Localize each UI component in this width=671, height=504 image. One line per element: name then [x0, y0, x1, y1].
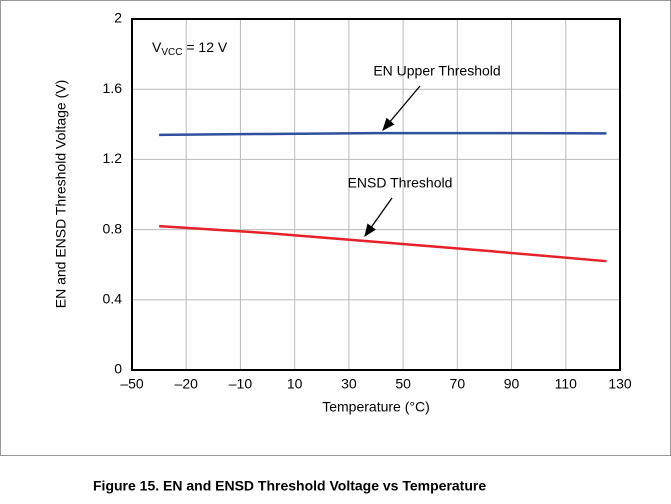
annotation: EN Upper Threshold	[373, 63, 500, 79]
y-tick-label: 1.6	[103, 80, 123, 96]
x-tick-label: 90	[504, 376, 520, 392]
y-tick-label: 0.4	[103, 291, 123, 307]
x-tick-label: 30	[341, 376, 357, 392]
x-tick-label: –50	[120, 376, 144, 392]
plot-border	[131, 18, 621, 371]
y-tick-label: 2	[114, 10, 122, 26]
annotation-arrow	[364, 197, 393, 238]
y-axis-label: EN and ENSD Threshold Voltage (V)	[53, 80, 69, 309]
x-tick-label: 10	[287, 376, 303, 392]
caption: Figure 15. EN and ENSD Threshold Voltage…	[93, 478, 486, 494]
x-tick-label: 110	[555, 376, 578, 392]
y-tick-label: 1.2	[103, 150, 123, 166]
y-tick-label: 0	[114, 361, 122, 377]
annotation: ENSD Threshold	[348, 175, 453, 191]
condition-label: VVCC = 12 V	[152, 39, 228, 58]
series-line	[159, 131, 607, 137]
y-tick-label: 0.8	[103, 220, 123, 236]
x-tick-label: –20	[175, 376, 199, 392]
x-tick-label: 50	[395, 376, 411, 392]
x-tick-label: –10	[229, 376, 253, 392]
x-tick-label: 130	[608, 376, 632, 392]
x-tick-label: 70	[450, 376, 466, 392]
annotation-arrow	[382, 85, 421, 131]
series-line	[159, 224, 607, 263]
x-axis-label: Temperature (°C)	[322, 399, 430, 415]
